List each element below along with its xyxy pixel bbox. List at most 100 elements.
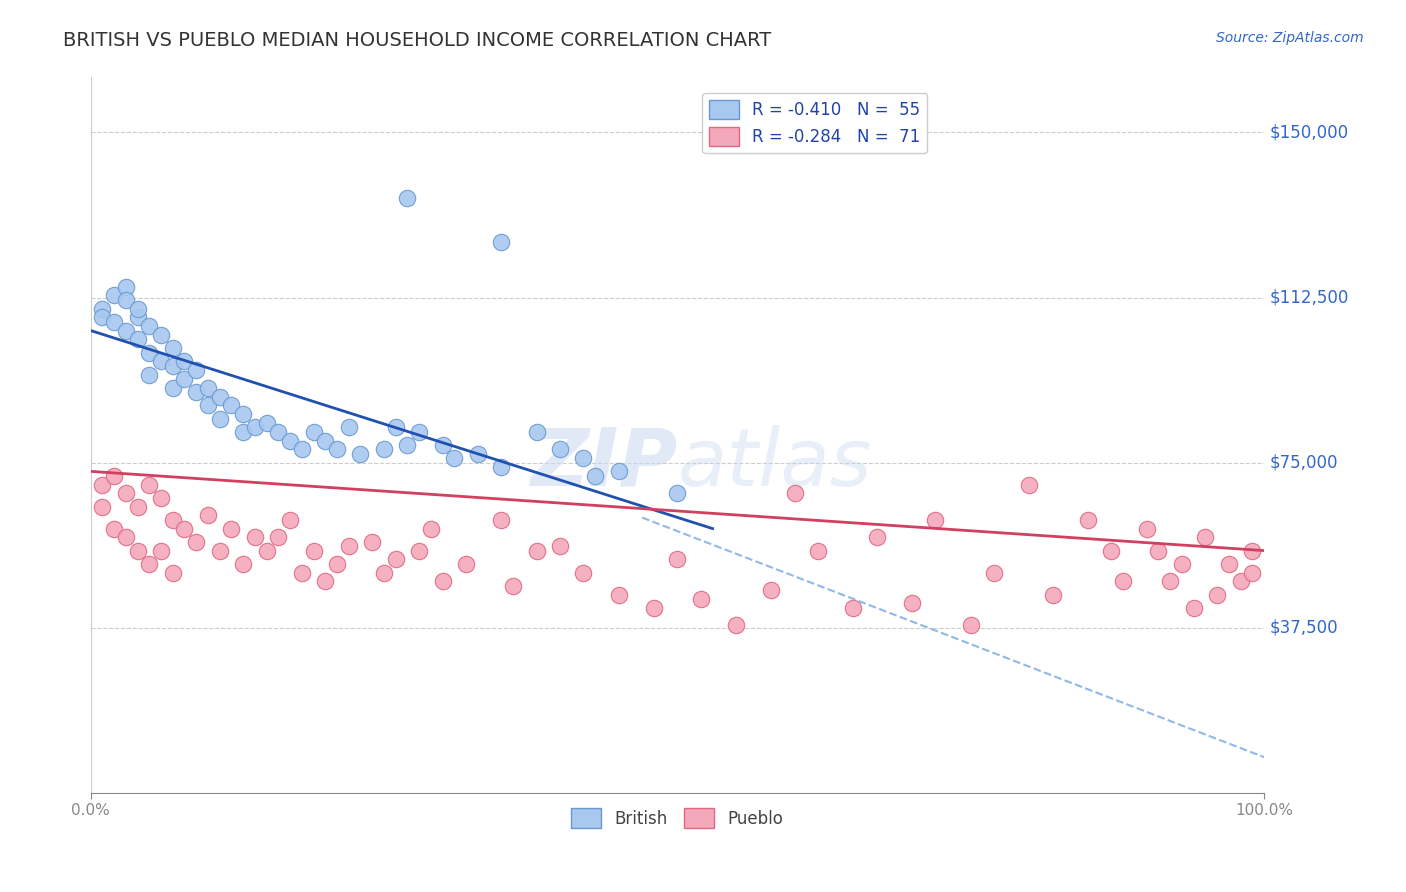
Point (666, 486, 689, 500)
Point (1182, 600, 1205, 615)
Point (1136, 522, 1159, 536)
Point (724, 618, 747, 632)
Point (314, 574, 336, 589)
Point (1218, 557, 1240, 571)
Point (232, 557, 254, 571)
Point (1018, 477, 1040, 491)
Point (127, 301, 149, 316)
Point (186, 534, 208, 549)
Point (221, 398, 243, 412)
Point (607, 588, 630, 602)
Point (408, 425, 430, 439)
Point (138, 557, 160, 571)
Point (314, 434, 336, 448)
Point (232, 407, 254, 421)
Point (924, 513, 946, 527)
Point (983, 566, 1005, 580)
Point (162, 566, 184, 580)
Text: $75,000: $75,000 (1270, 453, 1339, 472)
Point (91, 301, 114, 316)
Point (1241, 566, 1264, 580)
Point (127, 543, 149, 558)
Text: BRITISH VS PUEBLO MEDIAN HOUSEHOLD INCOME CORRELATION CHART: BRITISH VS PUEBLO MEDIAN HOUSEHOLD INCOM… (63, 31, 772, 50)
Point (150, 354, 173, 368)
Point (689, 592, 711, 607)
Point (384, 552, 406, 566)
Point (548, 442, 571, 457)
Point (572, 451, 595, 466)
Point (138, 477, 160, 491)
Point (326, 557, 349, 571)
Point (278, 513, 301, 527)
Point (91, 310, 114, 325)
Point (114, 279, 136, 293)
Point (208, 543, 231, 558)
Point (208, 411, 231, 425)
Point (526, 425, 548, 439)
Point (1241, 543, 1264, 558)
Point (138, 319, 160, 334)
Point (173, 522, 195, 536)
Point (243, 420, 266, 434)
Point (232, 425, 254, 439)
Point (114, 324, 136, 338)
Point (162, 359, 184, 373)
Point (243, 530, 266, 544)
Point (1077, 513, 1099, 527)
Legend: British, Pueblo: British, Pueblo (564, 802, 790, 834)
Point (361, 534, 384, 549)
Point (278, 434, 301, 448)
Point (373, 566, 395, 580)
Point (408, 543, 430, 558)
Point (162, 381, 184, 395)
Point (491, 235, 513, 250)
Point (186, 385, 208, 400)
Point (1206, 588, 1229, 602)
Point (456, 557, 478, 571)
Text: Source: ZipAtlas.com: Source: ZipAtlas.com (1216, 31, 1364, 45)
Point (291, 442, 314, 457)
Point (103, 468, 125, 483)
Point (759, 583, 782, 598)
Point (526, 543, 548, 558)
Point (1171, 557, 1194, 571)
Point (432, 438, 454, 452)
Point (1101, 543, 1123, 558)
Point (502, 579, 524, 593)
Point (127, 310, 149, 325)
Point (114, 486, 136, 500)
Point (373, 442, 395, 457)
Point (138, 345, 160, 359)
Point (103, 315, 125, 329)
Point (384, 420, 406, 434)
Point (583, 468, 606, 483)
Point (114, 530, 136, 544)
Point (1194, 530, 1216, 544)
Point (807, 543, 830, 558)
Point (302, 425, 325, 439)
Point (291, 566, 314, 580)
Point (150, 491, 173, 505)
Point (666, 552, 689, 566)
Point (173, 354, 195, 368)
Point (186, 363, 208, 377)
Point (256, 416, 278, 430)
Point (150, 327, 173, 342)
Point (396, 192, 419, 206)
Point (337, 539, 360, 553)
Point (491, 513, 513, 527)
Point (221, 522, 243, 536)
Point (337, 420, 360, 434)
Point (607, 464, 630, 478)
Point (959, 618, 981, 632)
Point (197, 508, 219, 523)
Point (114, 293, 136, 307)
Point (783, 486, 806, 500)
Point (1159, 574, 1181, 589)
Point (866, 530, 889, 544)
Text: $112,500: $112,500 (1270, 288, 1350, 307)
Point (1112, 574, 1135, 589)
Point (1147, 543, 1170, 558)
Point (267, 425, 290, 439)
Point (127, 500, 149, 514)
